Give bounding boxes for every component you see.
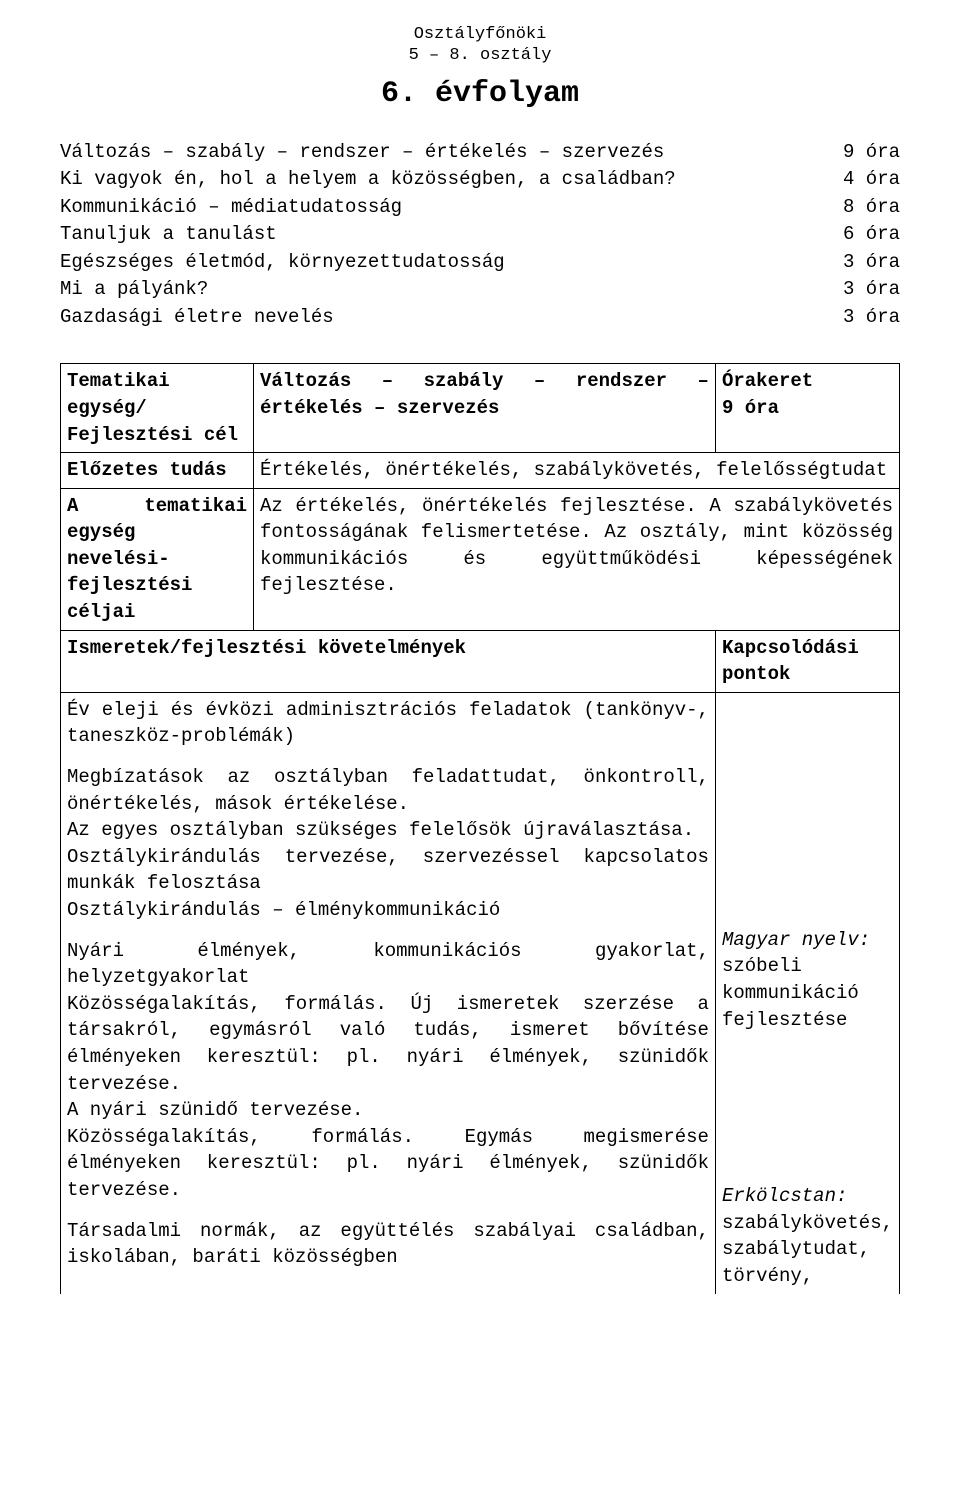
- link-subject: Magyar nyelv:: [722, 929, 870, 951]
- header-line-2: 5 – 8. osztály: [60, 45, 900, 66]
- cell-timeframe: Órakeret 9 óra: [715, 364, 899, 453]
- req-paragraph: Év eleji és évközi adminisztrációs felad…: [67, 697, 709, 750]
- req-paragraph: Az egyes osztályban szükséges felelősök …: [67, 817, 709, 844]
- toc-hours: 6 óra: [827, 221, 900, 249]
- table-row: Ismeretek/fejlesztési követelmények Kapc…: [61, 630, 900, 692]
- toc-label: Mi a pályánk?: [60, 276, 827, 304]
- link-block: Erkölcstan: szabálykövetés, szabálytudat…: [722, 1183, 893, 1289]
- req-paragraph: Közösségalakítás, formálás. Egymás megis…: [67, 1124, 709, 1204]
- cell-links-body: Magyar nyelv: szóbeli kommunikáció fejle…: [715, 692, 899, 1293]
- link-detail: szóbeli kommunikáció fejlesztése: [722, 955, 859, 1030]
- toc-label: Tanuljuk a tanulást: [60, 221, 827, 249]
- toc-row: Gazdasági életre nevelés 3 óra: [60, 304, 900, 332]
- req-paragraph: Közösségalakítás, formálás. Új ismeretek…: [67, 991, 709, 1097]
- table-row: Előzetes tudás Értékelés, önértékelés, s…: [61, 453, 900, 489]
- toc-label: Kommunikáció – médiatudatosság: [60, 194, 827, 222]
- req-paragraph: Megbízatások az osztályban feladattudat,…: [67, 764, 709, 817]
- table-row: Év eleji és évközi adminisztrációs felad…: [61, 692, 900, 1293]
- req-paragraph: Nyári élmények, kommunikációs gyakorlat,…: [67, 938, 709, 991]
- cell-goals-label: A tematikai egység nevelési-fejlesztési …: [61, 488, 254, 630]
- timeframe-hours: 9 óra: [722, 397, 779, 419]
- page-title: 6. évfolyam: [60, 77, 900, 111]
- toc: Változás – szabály – rendszer – értékelé…: [60, 139, 900, 332]
- cell-unit-label: Tematikai egység/ Fejlesztési cél: [61, 364, 254, 453]
- toc-hours: 3 óra: [827, 304, 900, 332]
- toc-label: Egészséges életmód, környezettudatosság: [60, 249, 827, 277]
- cell-links-header: Kapcsolódási pontok: [715, 630, 899, 692]
- header-line-1: Osztályfőnöki: [60, 24, 900, 45]
- toc-row: Tanuljuk a tanulást 6 óra: [60, 221, 900, 249]
- req-paragraph: Osztálykirándulás – élménykommunikáció: [67, 897, 709, 924]
- curriculum-table: Tematikai egység/ Fejlesztési cél Változ…: [60, 363, 900, 1293]
- toc-row: Ki vagyok én, hol a helyem a közösségben…: [60, 166, 900, 194]
- link-detail: szabálykövetés, szabálytudat, törvény,: [722, 1212, 893, 1287]
- cell-prior-knowledge-label: Előzetes tudás: [61, 453, 254, 489]
- toc-hours: 8 óra: [827, 194, 900, 222]
- req-paragraph: Társadalmi normák, az együttélés szabály…: [67, 1218, 709, 1271]
- cell-requirements-body: Év eleji és évközi adminisztrációs felad…: [61, 692, 716, 1293]
- toc-hours: 3 óra: [827, 249, 900, 277]
- toc-label: Változás – szabály – rendszer – értékelé…: [60, 139, 827, 167]
- timeframe-label: Órakeret: [722, 370, 813, 392]
- req-paragraph: Osztálykirándulás tervezése, szervezésse…: [67, 844, 709, 897]
- toc-row: Változás – szabály – rendszer – értékelé…: [60, 139, 900, 167]
- toc-row: Mi a pályánk? 3 óra: [60, 276, 900, 304]
- cell-requirements-header: Ismeretek/fejlesztési követelmények: [61, 630, 716, 692]
- cell-goals: Az értékelés, önértékelés fejlesztése. A…: [254, 488, 900, 630]
- link-subject: Erkölcstan:: [722, 1185, 847, 1207]
- toc-label: Gazdasági életre nevelés: [60, 304, 827, 332]
- link-block: Magyar nyelv: szóbeli kommunikáció fejle…: [722, 927, 893, 1033]
- toc-row: Kommunikáció – médiatudatosság 8 óra: [60, 194, 900, 222]
- toc-row: Egészséges életmód, környezettudatosság …: [60, 249, 900, 277]
- toc-hours: 3 óra: [827, 276, 900, 304]
- table-row: A tematikai egység nevelési-fejlesztési …: [61, 488, 900, 630]
- table-row: Tematikai egység/ Fejlesztési cél Változ…: [61, 364, 900, 453]
- cell-unit-title: Változás – szabály – rendszer – értékelé…: [254, 364, 716, 453]
- toc-label: Ki vagyok én, hol a helyem a közösségben…: [60, 166, 827, 194]
- req-paragraph: A nyári szünidő tervezése.: [67, 1097, 709, 1124]
- cell-prior-knowledge: Értékelés, önértékelés, szabálykövetés, …: [254, 453, 900, 489]
- toc-hours: 4 óra: [827, 166, 900, 194]
- toc-hours: 9 óra: [827, 139, 900, 167]
